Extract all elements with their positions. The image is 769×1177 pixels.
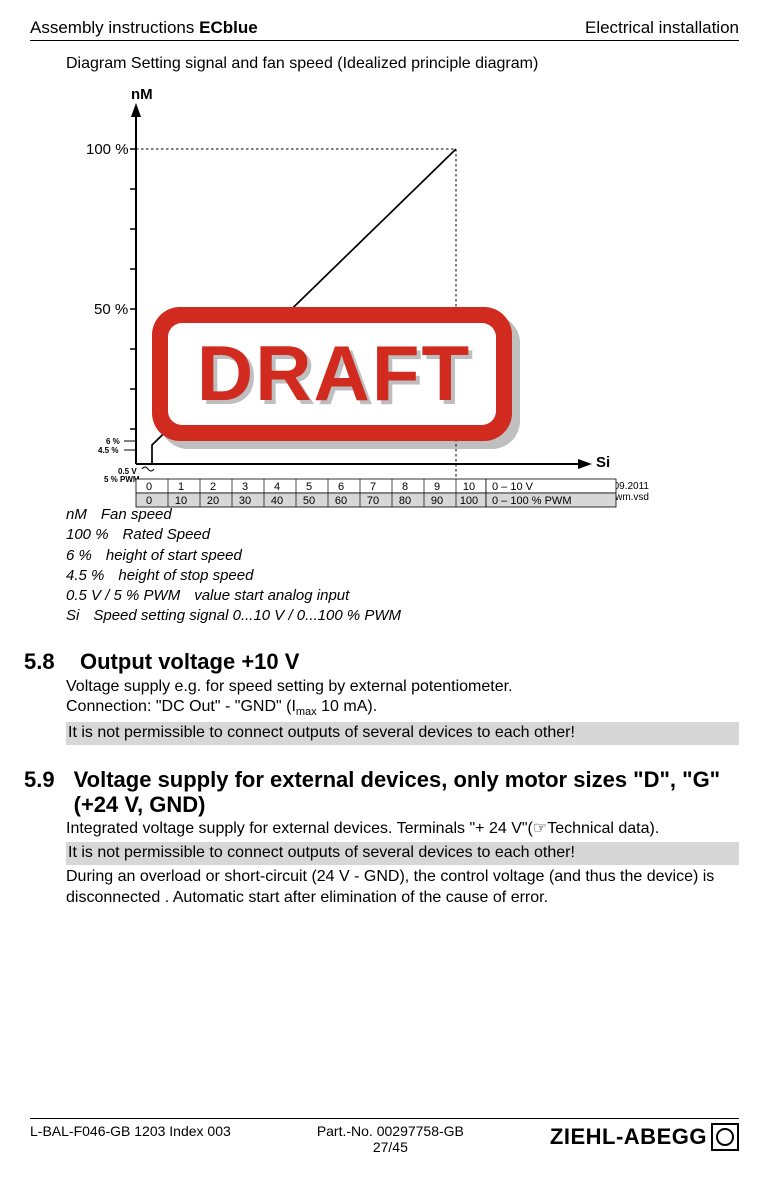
section-59-body1: Integrated voltage supply for external d… [66,819,739,840]
section-58-body1: Voltage supply e.g. for speed setting by… [66,677,739,698]
speed-curve [136,149,456,464]
y-minor-45: 4.5 % [98,446,118,455]
svg-text:0 – 100 % PWM: 0 – 100 % PWM [492,495,571,507]
footer-left: L-BAL-F046-GB 1203 Index 003 [30,1123,231,1139]
x-scale-table: 0 1 2 3 4 5 6 7 8 9 10 0 – 10 V 0 10 20 [136,479,616,507]
svg-text:4: 4 [274,481,280,493]
chart-svg: nM 100 % 50 % [46,79,646,524]
svg-text:80: 80 [399,495,411,507]
footer-logo: ZIEHL-ABEGG [550,1123,739,1151]
svg-text:3: 3 [242,481,248,493]
page-header: Assembly instructions ECblue Electrical … [30,18,739,41]
y-minor-6: 6 % [106,437,120,446]
svg-text:10: 10 [175,495,187,507]
header-left-bold: ECblue [199,18,258,37]
header-left: Assembly instructions ECblue [30,18,258,38]
y-tick-100: 100 % [86,141,129,158]
svg-text:70: 70 [367,495,379,507]
y-axis-arrow [131,103,141,117]
section-59-body2: During an overload or short-circuit (24 … [66,867,739,909]
logo-icon [711,1123,739,1151]
section-num-58: 5.8 [24,649,66,675]
svg-text:100: 100 [460,495,478,507]
svg-text:5: 5 [306,481,312,493]
svg-text:60: 60 [335,495,347,507]
svg-text:1: 1 [178,481,184,493]
section-5-9: 5.9 Voltage supply for external devices,… [66,767,739,909]
svg-text:0: 0 [146,495,152,507]
fan-speed-chart: nM 100 % 50 % [46,79,739,519]
x-axis-label: Si [596,454,610,471]
section-58-body2: Connection: "DC Out" - "GND" (Imax 10 mA… [66,697,739,719]
header-right: Electrical installation [585,18,739,38]
section-58-note: It is not permissible to connect outputs… [66,722,739,745]
svg-text:50: 50 [303,495,315,507]
svg-text:40: 40 [271,495,283,507]
svg-text:0: 0 [146,481,152,493]
y-tick-50: 50 % [94,301,128,318]
svg-text:90: 90 [431,495,443,507]
svg-text:20: 20 [207,495,219,507]
svg-text:8: 8 [402,481,408,493]
section-title-59: Voltage supply for external devices, onl… [74,767,739,818]
svg-text:10: 10 [463,481,475,493]
section-title-58: Output voltage +10 V [80,649,299,674]
svg-text:9: 9 [434,481,440,493]
svg-text:7: 7 [370,481,376,493]
svg-text:30: 30 [239,495,251,507]
x-start-marker [142,467,154,471]
logo-text: ZIEHL-ABEGG [550,1124,707,1150]
svg-text:0 – 10 V: 0 – 10 V [492,481,534,493]
section-5-8: 5.8 Output voltage +10 V Voltage supply … [66,649,739,745]
section-num-59: 5.9 [24,767,60,793]
x-start-5pwm: 5 % PWM [104,475,140,484]
footer-center: Part.-No. 00297758-GB 27/45 [317,1123,464,1155]
diagram-title: Diagram Setting signal and fan speed (Id… [66,55,739,73]
section-59-note: It is not permissible to connect outputs… [66,842,739,865]
svg-text:6: 6 [338,481,344,493]
x-axis-arrow [578,459,592,469]
y-axis-label: nM [131,86,153,103]
hand-icon: ☞ [533,820,547,837]
page-footer: L-BAL-F046-GB 1203 Index 003 Part.-No. 0… [30,1118,739,1155]
svg-text:2: 2 [210,481,216,493]
header-left-plain: Assembly instructions [30,18,199,37]
